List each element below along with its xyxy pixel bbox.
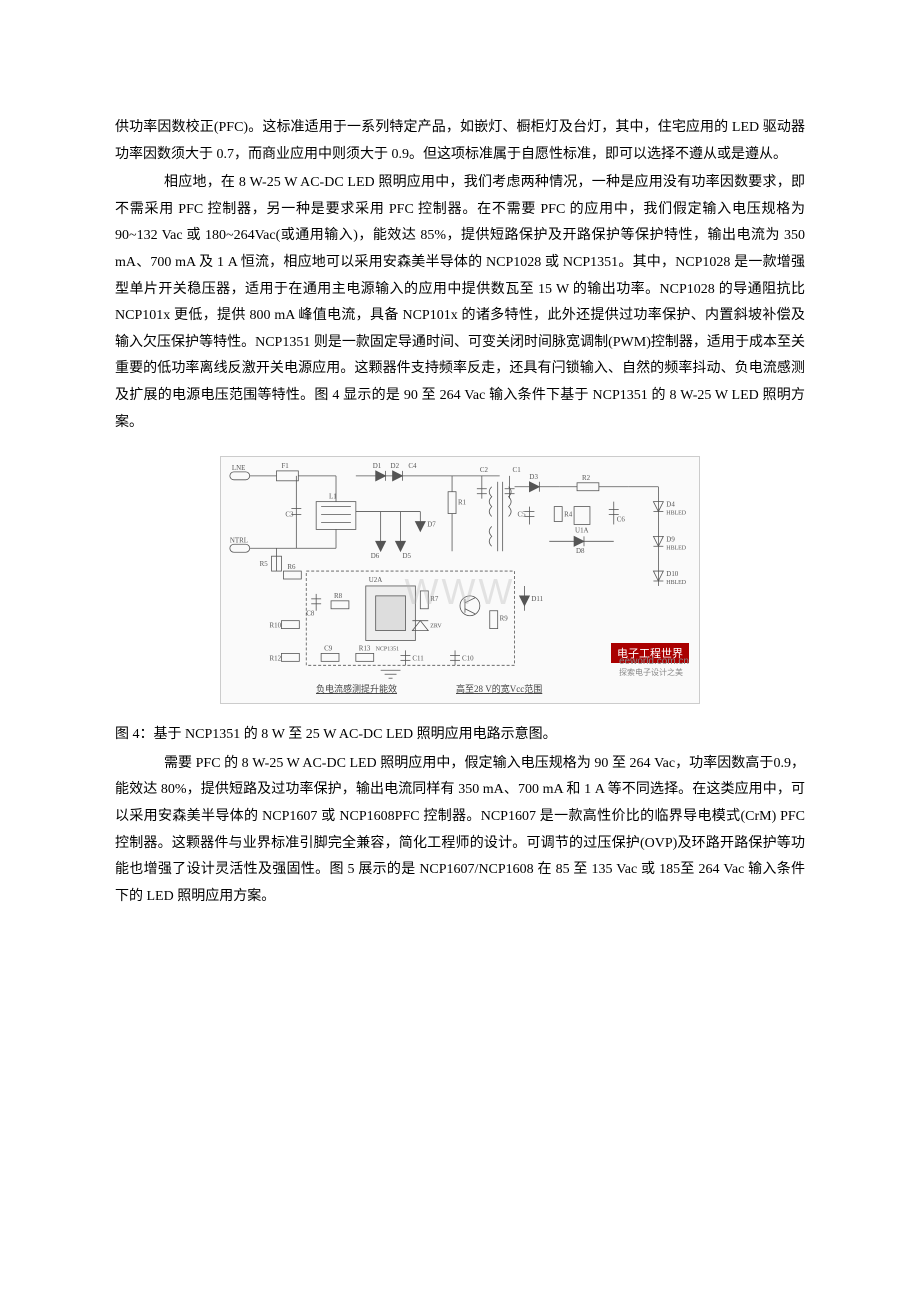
svg-text:D11: D11 (531, 595, 543, 603)
svg-text:D4: D4 (666, 501, 675, 509)
circuit-diagram-figure-4: LNE NTRL F1 L1 C3 (220, 456, 700, 704)
svg-text:D7: D7 (427, 521, 436, 529)
svg-text:R8: R8 (334, 592, 343, 600)
svg-text:D5: D5 (402, 552, 411, 560)
watermark-url-text: eeworld.com.cn (619, 656, 689, 667)
svg-text:U1A: U1A (575, 527, 589, 535)
svg-text:R6: R6 (287, 563, 296, 571)
svg-text:HBLED: HBLED (666, 511, 687, 517)
watermark-large: WWW (405, 571, 516, 613)
svg-text:C10: C10 (462, 654, 474, 662)
svg-text:D10: D10 (666, 570, 678, 578)
svg-text:R2: R2 (582, 474, 591, 482)
watermark-sub-text: 探索电子设计之美 (619, 667, 689, 678)
svg-text:ZRV: ZRV (430, 624, 442, 630)
svg-text:R12: R12 (270, 654, 282, 662)
svg-text:R13: R13 (359, 645, 371, 653)
svg-text:HBLED: HBLED (666, 545, 687, 551)
svg-text:R10: R10 (270, 622, 282, 630)
svg-text:R5: R5 (260, 560, 269, 568)
svg-text:D1: D1 (373, 462, 382, 470)
figure-4-caption: 图 4：基于 NCP1351 的 8 W 至 25 W AC-DC LED 照明… (115, 722, 805, 749)
svg-text:C2: C2 (480, 466, 489, 474)
svg-text:R9: R9 (500, 615, 509, 623)
svg-text:C3: C3 (285, 511, 294, 519)
svg-text:LNE: LNE (232, 464, 246, 472)
svg-text:D6: D6 (371, 552, 380, 560)
svg-text:C6: C6 (617, 516, 626, 524)
svg-text:HBLED: HBLED (666, 580, 687, 586)
diagram-label-right: 高至28 V的宽Vcc范围 (456, 682, 542, 695)
svg-text:F1: F1 (281, 462, 289, 470)
diagram-label-left: 负电流感测提升能效 (316, 682, 397, 695)
svg-text:D9: D9 (666, 535, 675, 543)
svg-text:C4: C4 (408, 462, 417, 470)
paragraph-1: 供功率因数校正(PFC)。这标准适用于一系列特定产品，如嵌灯、橱柜灯及台灯，其中… (115, 115, 805, 168)
svg-text:C5: C5 (518, 511, 527, 519)
svg-text:C11: C11 (412, 654, 424, 662)
watermark-url: eeworld.com.cn 探索电子设计之美 (619, 656, 689, 678)
svg-text:D8: D8 (576, 547, 585, 555)
paragraph-2: 相应地，在 8 W-25 W AC-DC LED 照明应用中，我们考虑两种情况，… (115, 170, 805, 436)
svg-text:C9: C9 (324, 645, 333, 653)
svg-text:R1: R1 (458, 499, 467, 507)
svg-text:NCP1351: NCP1351 (376, 647, 399, 653)
svg-text:C1: C1 (513, 466, 522, 474)
svg-text:D3: D3 (529, 473, 538, 481)
svg-text:U2A: U2A (369, 576, 383, 584)
paragraph-3: 需要 PFC 的 8 W-25 W AC-DC LED 照明应用中，假定输入电压… (115, 751, 805, 911)
svg-text:R4: R4 (564, 511, 573, 519)
svg-text:D2: D2 (391, 462, 400, 470)
svg-text:NTRL: NTRL (230, 536, 248, 544)
svg-text:C8: C8 (306, 610, 315, 618)
